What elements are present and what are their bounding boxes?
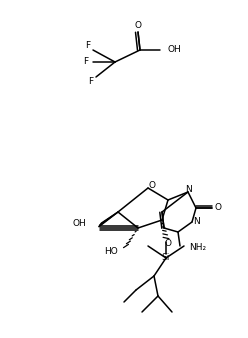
Text: N: N	[194, 217, 200, 226]
Polygon shape	[98, 212, 118, 227]
Text: O: O	[215, 203, 221, 213]
Text: O: O	[164, 239, 172, 247]
Text: Si: Si	[162, 254, 170, 263]
Text: F: F	[89, 77, 93, 87]
Text: NH₂: NH₂	[189, 243, 206, 252]
Text: N: N	[186, 185, 192, 193]
Text: OH: OH	[72, 218, 86, 227]
Text: O: O	[134, 22, 142, 30]
Text: F: F	[86, 42, 91, 50]
Text: F: F	[83, 57, 89, 67]
Text: HO: HO	[104, 247, 118, 257]
Text: OH: OH	[168, 46, 182, 54]
Text: O: O	[149, 182, 155, 191]
